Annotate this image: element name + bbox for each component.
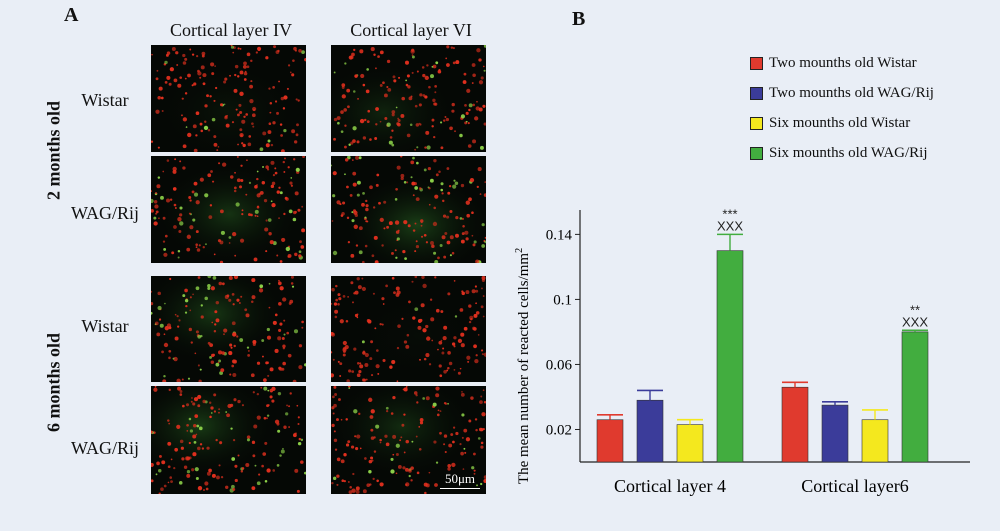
- micrograph-layer-vi-wistar-6m: [331, 276, 486, 382]
- row-label-wagrij-6m: WAG/Rij: [70, 438, 139, 458]
- micrograph-texture: [151, 386, 306, 494]
- y-axis-label-superscript: 2: [514, 248, 525, 253]
- bar: [716, 250, 744, 463]
- bar: [901, 331, 929, 463]
- chart-legend: Two mounths old Wistar Two mounths old W…: [750, 48, 934, 168]
- micrograph-layer-vi-wistar-2m: [331, 45, 486, 152]
- micrograph-layer-iv-wagrij-6m: [151, 386, 306, 494]
- micrograph-texture: [151, 156, 306, 263]
- column-header-layer-vi: Cortical layer VI: [350, 20, 472, 40]
- significance-annotation: ***: [722, 206, 737, 221]
- y-axis-label: The mean number of reacted cells/mm2: [514, 248, 532, 484]
- micrograph-layer-vi-wagrij-6m: [331, 386, 486, 494]
- bar: [861, 419, 889, 463]
- legend-label: Six mounths old WAG/Rij: [769, 144, 928, 161]
- legend-item: Six mounths old Wistar: [750, 108, 934, 138]
- bar: [821, 404, 849, 463]
- scale-bar: 50μm: [440, 471, 480, 489]
- significance-annotation: **: [910, 302, 920, 317]
- legend-item: Six mounths old WAG/Rij: [750, 138, 934, 168]
- bar: [676, 424, 704, 463]
- y-tick-label: 0.14: [546, 227, 573, 243]
- scale-bar-label: 50μm: [444, 471, 476, 486]
- micrograph-texture: [331, 276, 486, 382]
- legend-swatch: [750, 56, 763, 70]
- panel-a-letter: A: [64, 4, 79, 26]
- column-header-layer-iv: Cortical layer IV: [170, 20, 292, 40]
- x-category-label: Cortical layer 4: [614, 476, 726, 496]
- y-tick-label: 0.02: [546, 422, 572, 438]
- legend-label: Two mounths old Wistar: [769, 54, 917, 71]
- significance-annotation: XXX: [717, 218, 743, 233]
- micrograph-layer-vi-wagrij-2m: [331, 156, 486, 263]
- significance-annotation: XXX: [902, 314, 928, 329]
- bar-chart: 0.02 0.06 0.1 0.14 The mean number of reacte…: [514, 206, 970, 496]
- micrograph-texture: [151, 45, 306, 152]
- scale-bar-line: [440, 488, 480, 489]
- legend-label: Six mounths old Wistar: [769, 114, 911, 131]
- micrograph-layer-iv-wistar-2m: [151, 45, 306, 152]
- legend-item: Two mounths old WAG/Rij: [750, 78, 934, 108]
- micrograph-texture: [331, 386, 486, 494]
- legend-swatch: [750, 86, 763, 100]
- row-label-wagrij-2m: WAG/Rij: [70, 203, 139, 223]
- bar: [781, 386, 809, 463]
- micrograph-texture: [151, 276, 306, 382]
- legend-swatch: [750, 116, 763, 130]
- y-tick-label: 0.06: [546, 357, 573, 373]
- micrograph-texture: [331, 45, 486, 152]
- bar: [596, 419, 624, 463]
- legend-swatch: [750, 146, 763, 160]
- row-label-wistar-6m: Wistar: [81, 316, 129, 336]
- x-category-label: Cortical layer6: [801, 476, 908, 496]
- panel-b-letter: B: [572, 8, 586, 30]
- y-tick-label: 0.1: [553, 292, 572, 308]
- legend-label: Two mounths old WAG/Rij: [769, 84, 934, 101]
- micrograph-layer-iv-wistar-6m: [151, 276, 306, 382]
- bar: [636, 399, 664, 463]
- micrograph-layer-iv-wagrij-2m: [151, 156, 306, 263]
- legend-item: Two mounths old Wistar: [750, 48, 934, 78]
- micrograph-texture: [331, 156, 486, 263]
- row-label-wistar-2m: Wistar: [81, 90, 129, 110]
